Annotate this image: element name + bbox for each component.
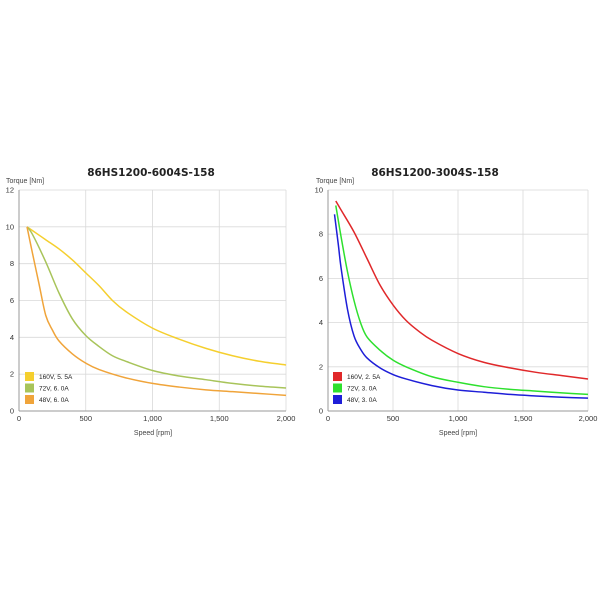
- series-lines: [333, 200, 589, 399]
- chart-right: 86HS1200-3004S-158 Torque [Nm] Speed [rp…: [315, 167, 598, 437]
- y-tick-label: 4: [319, 318, 323, 327]
- x-tick-label: 500: [79, 414, 92, 423]
- series-line-2: [333, 214, 589, 399]
- y-tick-label: 8: [10, 259, 14, 268]
- series-line-0: [335, 200, 589, 380]
- legend-label-0: 160V, 5. 5A: [39, 374, 73, 381]
- x-tick-label: 1,500: [210, 414, 229, 423]
- series-line-1: [26, 226, 287, 389]
- axes: [18, 190, 286, 412]
- tick-labels: 0 500 1,000 1,500 2,000 0 2 4 6 8 10 12: [6, 186, 296, 424]
- tick-labels: 0 500 1,000 1,500 2,000 0 2 4 6 8 10: [315, 186, 598, 424]
- y-tick-label: 2: [319, 362, 323, 371]
- axes: [327, 190, 588, 412]
- legend-swatch-2: [333, 395, 342, 404]
- y-tick-label: 8: [319, 230, 323, 239]
- y-tick-label: 10: [6, 222, 14, 231]
- y-tick-label: 4: [10, 333, 14, 342]
- series-line-0: [26, 226, 287, 366]
- y-tick-label: 2: [10, 370, 14, 379]
- legend-label-1: 72V, 6. 0A: [39, 386, 69, 393]
- gridlines: [328, 189, 589, 411]
- x-axis-label: Speed [rpm]: [134, 430, 172, 437]
- y-axis-label: Torque [Nm]: [6, 178, 44, 185]
- legend-label-2: 48V, 3. 0A: [347, 397, 377, 404]
- legend-label-1: 72V, 3. 0A: [347, 386, 377, 393]
- series-lines: [26, 226, 287, 397]
- gridlines: [19, 189, 287, 411]
- y-tick-label: 12: [6, 186, 14, 195]
- legend-label-2: 48V, 6. 0A: [39, 397, 69, 404]
- legend-label-0: 160V, 2. 5A: [347, 374, 381, 381]
- y-tick-label: 0: [10, 407, 14, 416]
- x-tick-label: 0: [326, 414, 330, 423]
- legend: 160V, 5. 5A 72V, 6. 0A 48V, 6. 0A: [25, 372, 73, 404]
- chart-left: 86HS1200-6004S-158 Torque [Nm] Speed [rp…: [6, 167, 296, 437]
- y-axis-label: Torque [Nm]: [316, 178, 354, 185]
- chart-title: 86HS1200-6004S-158: [87, 167, 215, 179]
- x-tick-label: 1,000: [449, 414, 468, 423]
- legend-swatch-1: [333, 383, 342, 393]
- x-tick-label: 500: [387, 414, 400, 423]
- legend-swatch-0: [333, 372, 342, 381]
- legend-swatch-0: [25, 372, 34, 381]
- x-tick-label: 1,500: [514, 414, 533, 423]
- y-tick-label: 6: [10, 296, 14, 305]
- x-tick-label: 1,000: [143, 414, 162, 423]
- y-tick-label: 10: [315, 186, 323, 195]
- x-tick-label: 2,000: [579, 414, 598, 423]
- series-line-1: [335, 205, 589, 396]
- x-tick-label: 0: [17, 414, 21, 423]
- y-tick-label: 0: [319, 407, 323, 416]
- x-axis-label: Speed [rpm]: [439, 430, 477, 437]
- legend: 160V, 2. 5A 72V, 3. 0A 48V, 3. 0A: [333, 372, 381, 404]
- x-tick-label: 2,000: [277, 414, 296, 423]
- y-tick-label: 6: [319, 274, 323, 283]
- legend-swatch-2: [25, 395, 34, 404]
- series-line-2: [26, 226, 287, 397]
- chart-title: 86HS1200-3004S-158: [371, 167, 499, 179]
- legend-swatch-1: [25, 383, 34, 393]
